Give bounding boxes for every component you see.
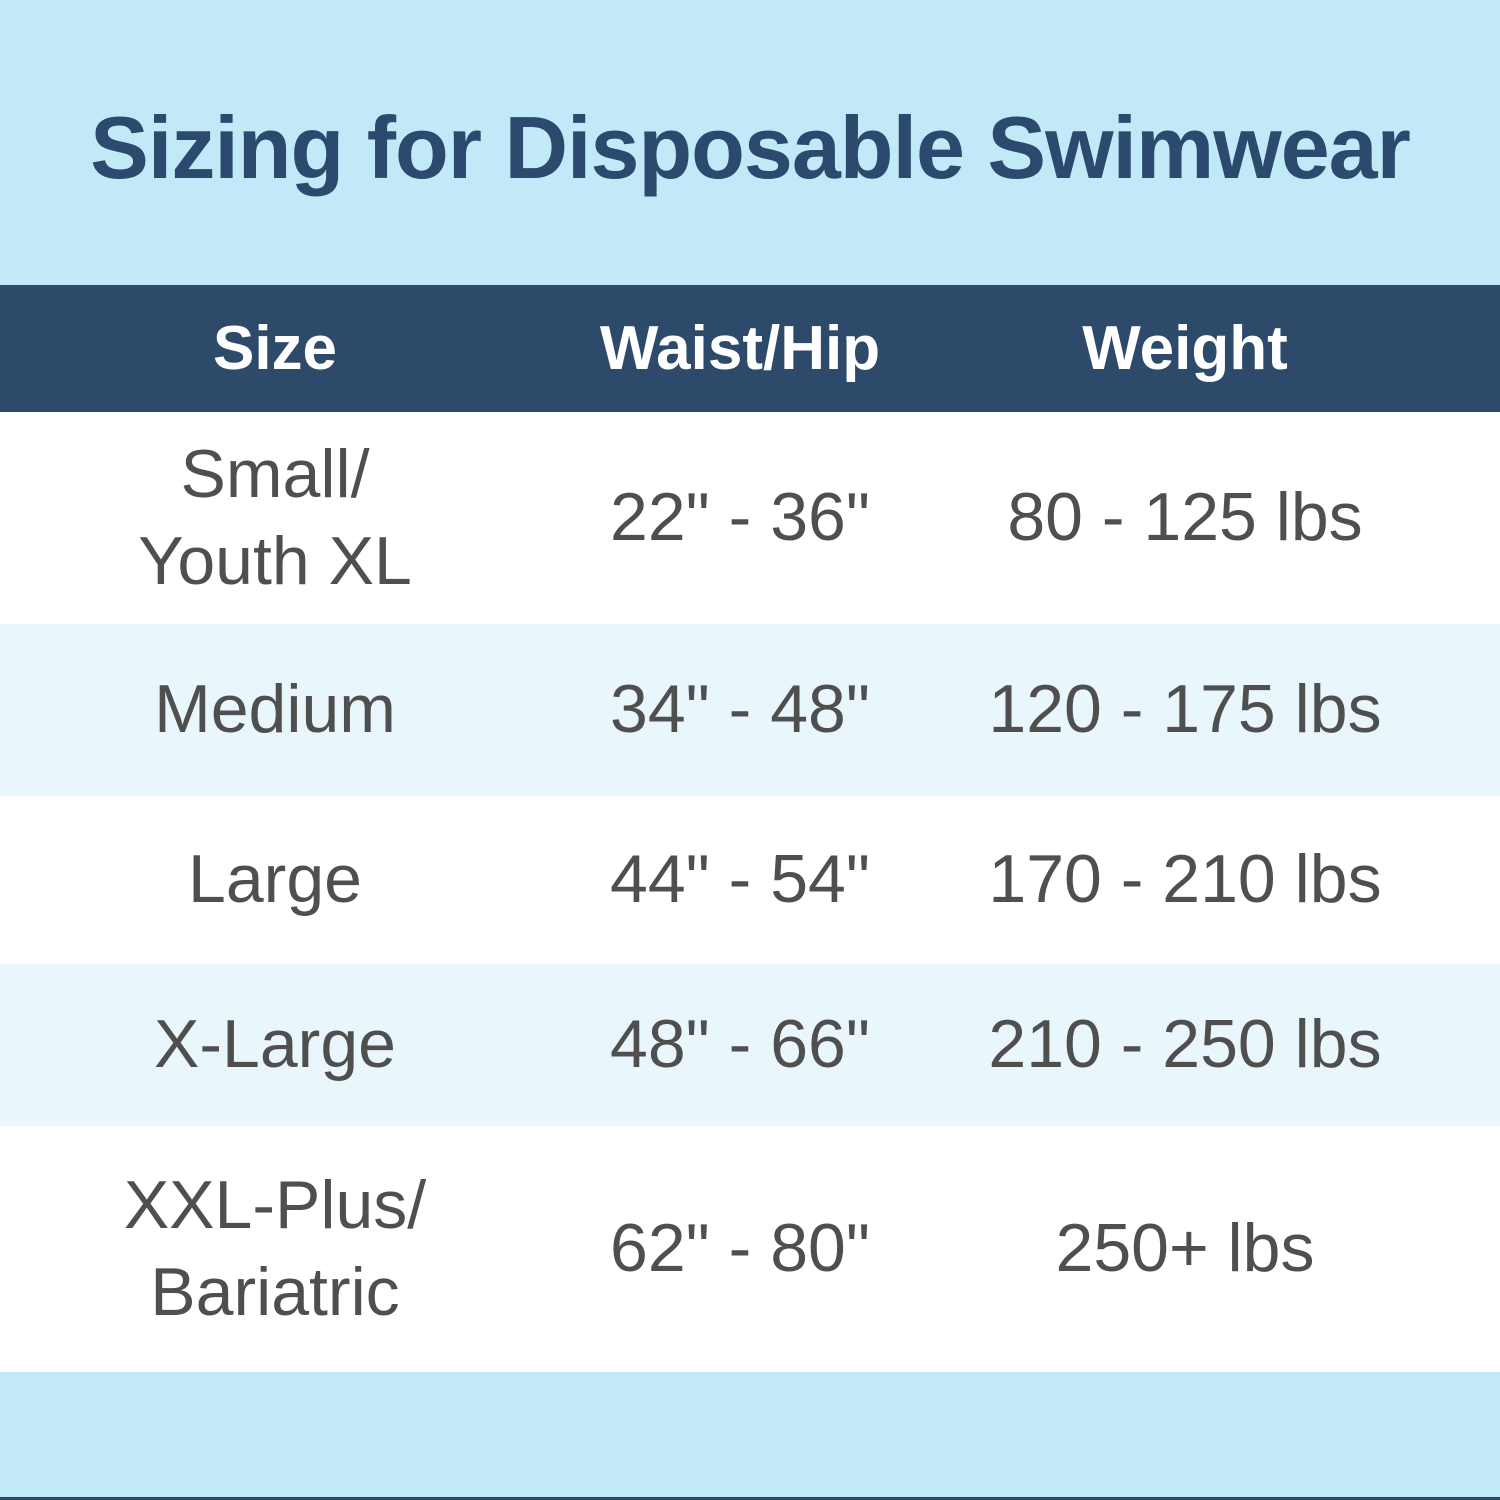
footer-band — [0, 1372, 1500, 1500]
table-header-row: Size Waist/Hip Weight — [0, 285, 1500, 412]
weight-cell: 170 - 210 lbs — [988, 841, 1382, 918]
waist-hip-cell: 44" - 54" — [610, 841, 870, 918]
column-header-waist-hip: Waist/Hip — [599, 313, 881, 383]
table-row: Small/ Youth XL 22" - 36" 80 - 125 lbs — [0, 412, 1500, 624]
size-line: Bariatric — [150, 1254, 400, 1330]
column-header-weight: Weight — [1082, 313, 1288, 383]
weight-cell: 210 - 250 lbs — [988, 1006, 1382, 1083]
column-header-size: Size — [212, 313, 338, 383]
size-cell: XXL-Plus/ Bariatric — [0, 1162, 550, 1336]
size-cell: X-Large — [0, 1001, 550, 1088]
size-line: Medium — [154, 671, 396, 748]
size-line: X-Large — [154, 1006, 396, 1083]
table-row: XXL-Plus/ Bariatric 62" - 80" 250+ lbs — [0, 1126, 1500, 1372]
size-cell: Medium — [0, 666, 550, 753]
size-line: Large — [188, 841, 362, 918]
table-row: X-Large 48" - 66" 210 - 250 lbs — [0, 964, 1500, 1126]
size-cell: Small/ Youth XL — [0, 431, 550, 605]
size-line: XXL-Plus/ — [123, 1166, 427, 1243]
title-band: Sizing for Disposable Swimwear — [0, 0, 1500, 285]
table-row: Large 44" - 54" 170 - 210 lbs — [0, 796, 1500, 964]
table-row: Medium 34" - 48" 120 - 175 lbs — [0, 624, 1500, 796]
page-title: Sizing for Disposable Swimwear — [90, 97, 1411, 197]
waist-hip-cell: 34" - 48" — [610, 671, 870, 748]
bottom-edge-line — [0, 1497, 1500, 1500]
weight-cell: 250+ lbs — [1055, 1210, 1315, 1287]
size-line: Small/ — [180, 435, 370, 512]
weight-cell: 80 - 125 lbs — [1007, 479, 1363, 556]
size-cell: Large — [0, 836, 550, 923]
waist-hip-cell: 48" - 66" — [610, 1006, 870, 1083]
size-line: Youth XL — [138, 523, 412, 599]
weight-cell: 120 - 175 lbs — [988, 671, 1382, 748]
waist-hip-cell: 22" - 36" — [610, 479, 870, 556]
waist-hip-cell: 62" - 80" — [610, 1210, 870, 1287]
